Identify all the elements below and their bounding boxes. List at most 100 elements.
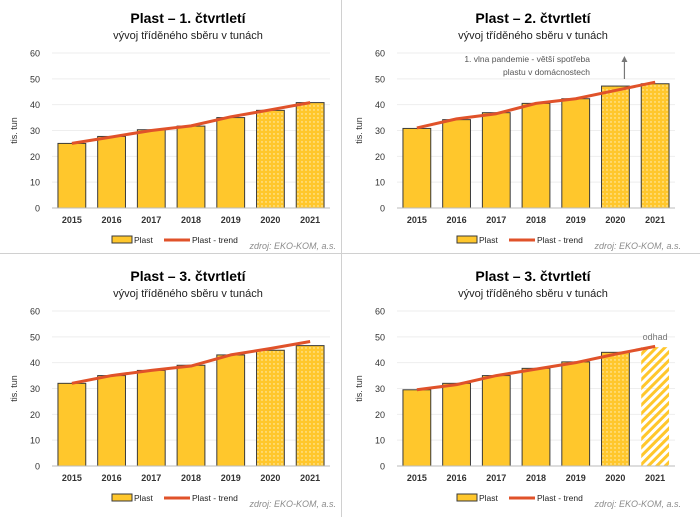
x-tick-label: 2015 <box>62 473 82 483</box>
bar-2019 <box>216 117 246 209</box>
bar-2015 <box>57 382 87 467</box>
y-tick-label: 0 <box>35 462 40 472</box>
y-tick-label: 20 <box>30 152 40 162</box>
x-tick-label: 2016 <box>447 473 467 483</box>
chart-title: Plast – 2. čtvrtletí <box>475 10 591 26</box>
horizontal-divider <box>0 253 700 254</box>
x-tick-label: 2021 <box>645 473 665 483</box>
x-tick-label: 2018 <box>181 215 201 225</box>
legend-swatch-bar <box>111 235 133 244</box>
y-tick-label: 30 <box>30 126 40 136</box>
chart-svg: Plast – 2. čtvrtletí vývoj tříděného sběr… <box>354 10 681 251</box>
y-tick-label: 50 <box>375 74 385 84</box>
source-note: zdroj: EKO-KOM, a.s. <box>248 241 336 251</box>
bar-2017 <box>481 112 511 209</box>
y-tick-label: 40 <box>30 358 40 368</box>
y-axis-label: tis. tun <box>9 117 19 144</box>
legend-swatch-bar <box>456 493 478 502</box>
trend-line <box>71 101 311 145</box>
trend-line <box>416 80 656 130</box>
y-tick-label: 40 <box>375 100 385 110</box>
chart-title: Plast – 3. čtvrtletí <box>475 268 591 284</box>
arrow-up-icon <box>621 56 628 62</box>
trend-line <box>71 340 311 385</box>
y-tick-label: 10 <box>30 436 40 446</box>
y-tick-label: 30 <box>30 384 40 394</box>
bar-2016 <box>442 119 471 209</box>
x-tick-label: 2017 <box>141 215 161 225</box>
x-tick-label: 2015 <box>407 473 427 483</box>
y-tick-label: 40 <box>375 358 385 368</box>
x-tick-label: 2020 <box>605 215 625 225</box>
annotation-estimate: odhad <box>643 332 668 342</box>
bar-2021 <box>640 83 670 209</box>
x-tick-label: 2018 <box>526 473 546 483</box>
y-axis-label: tis. tun <box>354 375 364 402</box>
x-tick-label: 2015 <box>62 215 82 225</box>
y-axis-label: tis. tun <box>354 117 364 144</box>
y-tick-label: 50 <box>30 332 40 342</box>
bar-2021 <box>641 347 670 466</box>
bar-2017 <box>136 369 166 467</box>
legend-label-trend: Plast - trend <box>537 493 583 503</box>
bar-2018 <box>521 367 551 467</box>
bar-2019 <box>561 98 591 209</box>
x-tick-label: 2019 <box>221 215 241 225</box>
y-tick-label: 20 <box>30 410 40 420</box>
source-note: zdroj: EKO-KOM, a.s. <box>593 499 681 509</box>
y-tick-label: 10 <box>30 178 40 188</box>
bar-2018 <box>521 102 551 209</box>
bar-2019 <box>216 354 246 467</box>
vertical-divider <box>341 0 342 517</box>
x-tick-label: 2017 <box>141 473 161 483</box>
chart-title: Plast – 1. čtvrtletí <box>130 10 246 26</box>
x-tick-label: 2016 <box>447 215 467 225</box>
chart-panel-q3: Plast – 3. čtvrtletí vývoj tříděného sběr… <box>0 258 345 514</box>
chart-svg: Plast – 1. čtvrtletí vývoj tříděného sběr… <box>9 10 336 251</box>
x-tick-label: 2017 <box>486 215 506 225</box>
x-tick-label: 2016 <box>102 473 122 483</box>
y-tick-label: 50 <box>375 332 385 342</box>
chart-subtitle: vývoj tříděného sběru v tunách <box>113 30 263 42</box>
legend-label-bar: Plast <box>134 493 154 503</box>
y-tick-label: 20 <box>375 410 385 420</box>
bar-2018 <box>176 364 206 467</box>
bar-2015 <box>57 142 87 209</box>
x-tick-label: 2018 <box>181 473 201 483</box>
x-tick-label: 2021 <box>300 473 320 483</box>
y-axis-label: tis. tun <box>9 375 19 402</box>
source-note: zdroj: EKO-KOM, a.s. <box>593 241 681 251</box>
legend-label-bar: Plast <box>134 235 154 245</box>
y-tick-label: 30 <box>375 126 385 136</box>
bar-2020 <box>601 351 630 467</box>
x-tick-label: 2021 <box>300 215 320 225</box>
chart-subtitle: vývoj tříděného sběru v tunách <box>113 288 263 300</box>
bar-2015 <box>402 127 432 209</box>
y-tick-label: 60 <box>375 49 385 59</box>
bar-2016 <box>97 135 126 209</box>
x-tick-label: 2016 <box>102 215 122 225</box>
x-tick-label: 2017 <box>486 473 506 483</box>
bar-2015 <box>402 389 432 467</box>
chart-panel-q2: Plast – 2. čtvrtletí vývoj tříděného sběr… <box>345 0 690 256</box>
y-tick-label: 0 <box>380 462 385 472</box>
bar-2020 <box>601 85 630 209</box>
y-tick-label: 50 <box>30 74 40 84</box>
legend-swatch-bar <box>111 493 133 502</box>
y-tick-label: 10 <box>375 178 385 188</box>
chart-subtitle: vývoj tříděného sběru v tunách <box>458 288 608 300</box>
legend-label-trend: Plast - trend <box>537 235 583 245</box>
x-tick-label: 2019 <box>221 473 241 483</box>
x-tick-label: 2020 <box>260 215 280 225</box>
legend-label-trend: Plast - trend <box>192 493 238 503</box>
annotation-line-2: plastu v domácnostech <box>503 67 590 77</box>
annotation-line-1: 1. vlna pandemie - větší spotřeba <box>464 54 590 64</box>
y-tick-label: 20 <box>375 152 385 162</box>
bar-2019 <box>561 361 591 467</box>
chart-title: Plast – 3. čtvrtletí <box>130 268 246 284</box>
legend-label-bar: Plast <box>479 493 499 503</box>
y-tick-label: 40 <box>30 100 40 110</box>
x-tick-label: 2015 <box>407 215 427 225</box>
chart-svg: Plast – 3. čtvrtletí vývoj tříděného sběr… <box>9 268 336 509</box>
bar-2018 <box>176 125 206 209</box>
